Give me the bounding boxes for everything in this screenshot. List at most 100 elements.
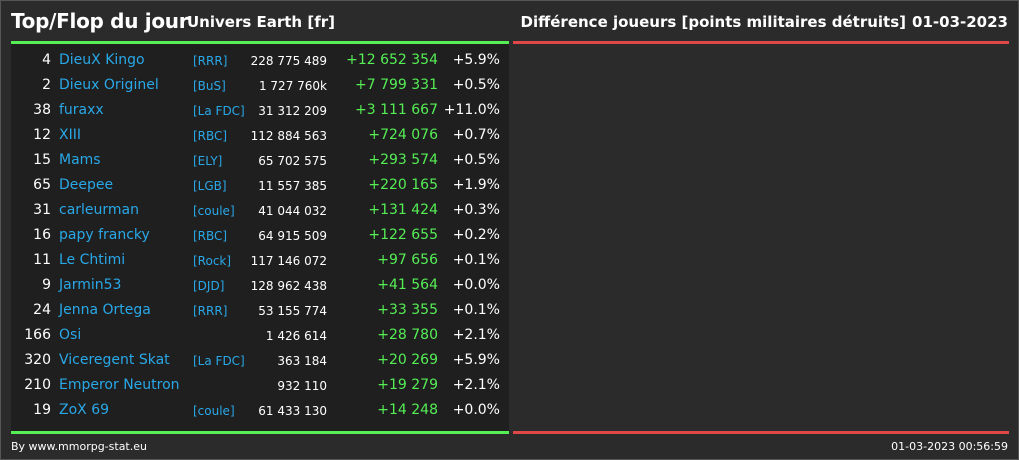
- header: Top/Flop du jour Univers Earth [fr] Diff…: [1, 1, 1018, 41]
- player-diff-percent: +0.2%: [452, 227, 500, 243]
- player-name-link[interactable]: Mams: [59, 152, 101, 168]
- player-rank: 210: [24, 377, 51, 393]
- player-alliance-link[interactable]: [La FDC]: [193, 354, 245, 368]
- player-row: 12 XIII [RBC] 112 884 563 +724 076 +0.7%: [11, 123, 509, 148]
- player-rank: 12: [33, 127, 51, 143]
- player-row: 24 Jenna Ortega [RRR] 53 155 774 +33 355 +0.1…: [11, 298, 509, 323]
- flop-divider: [513, 41, 1009, 44]
- top-divider: [11, 41, 509, 44]
- player-alliance-link[interactable]: [LGB]: [193, 179, 227, 193]
- player-points: 64 915 509: [258, 229, 327, 243]
- player-diff-percent: +0.1%: [452, 302, 500, 318]
- player-diff: +7 799 331: [355, 77, 438, 93]
- player-diff-percent: +0.1%: [452, 252, 500, 268]
- player-row: 210 Emperor Neutron 932 110 +19 279 +2.1%: [11, 373, 509, 398]
- player-diff: +724 076: [368, 127, 438, 143]
- player-rank: 38: [33, 102, 51, 118]
- date-label: 01-03-2023: [912, 13, 1008, 31]
- player-alliance-link[interactable]: [BuS]: [193, 79, 226, 93]
- player-name-link[interactable]: Le Chtimi: [59, 252, 126, 268]
- player-name-link[interactable]: Deepee: [59, 177, 114, 193]
- player-name-link[interactable]: DieuX Kingo: [59, 52, 145, 68]
- player-diff-percent: +0.5%: [452, 77, 500, 93]
- universe-label: Univers Earth [fr]: [187, 13, 335, 31]
- player-alliance-link[interactable]: [La FDC]: [193, 104, 245, 118]
- player-rank: 11: [33, 252, 51, 268]
- player-name-link[interactable]: Viceregent Skat: [59, 352, 170, 368]
- top-bottom-divider: [11, 431, 509, 434]
- player-diff: +293 574: [368, 152, 438, 168]
- player-name-link[interactable]: ZoX 69: [59, 402, 110, 418]
- player-row: 166 Osi 1 426 614 +28 780 +2.1%: [11, 323, 509, 348]
- player-alliance-link[interactable]: [ELY]: [193, 154, 223, 168]
- player-row: 2 Dieux Originel [BuS] 1 727 760k +7 799 331…: [11, 73, 509, 98]
- player-rank: 166: [24, 327, 51, 343]
- player-name-link[interactable]: Emperor Neutron: [59, 377, 180, 393]
- player-points: 61 433 130: [258, 404, 327, 418]
- player-name-link[interactable]: XIII: [59, 127, 81, 143]
- player-points: 117 146 072: [250, 254, 327, 268]
- player-diff-percent: +2.1%: [452, 377, 500, 393]
- player-row: 19 ZoX 69 [coule] 61 433 130 +14 248 +0.0%: [11, 398, 509, 423]
- player-rank: 65: [33, 177, 51, 193]
- player-rank: 31: [33, 202, 51, 218]
- player-alliance-link[interactable]: [coule]: [193, 404, 235, 418]
- player-alliance-link[interactable]: [Rock]: [193, 254, 232, 268]
- player-points: 41 044 032: [258, 204, 327, 218]
- player-points: 65 702 575: [258, 154, 327, 168]
- player-alliance-link[interactable]: [RBC]: [193, 229, 228, 243]
- player-diff: +28 780: [377, 327, 438, 343]
- player-name-link[interactable]: furaxx: [59, 102, 104, 118]
- player-rank: 15: [33, 152, 51, 168]
- player-diff: +131 424: [368, 202, 438, 218]
- player-diff-percent: +0.7%: [452, 127, 500, 143]
- player-rank: 4: [42, 52, 51, 68]
- player-rank: 24: [33, 302, 51, 318]
- player-diff-percent: +11.0%: [443, 102, 500, 118]
- player-name-link[interactable]: Osi: [59, 327, 82, 343]
- player-diff-percent: +5.9%: [452, 52, 500, 68]
- player-points: 112 884 563: [250, 129, 327, 143]
- player-points: 31 312 209: [258, 104, 327, 118]
- player-diff: +41 564: [377, 277, 438, 293]
- player-diff: +220 165: [368, 177, 438, 193]
- player-row: 38 furaxx [La FDC] 31 312 209 +3 111 667 +11.…: [11, 98, 509, 123]
- player-rank: 320: [24, 352, 51, 368]
- player-points: 1 727 760k: [258, 79, 327, 93]
- player-diff-percent: +1.9%: [452, 177, 500, 193]
- flop-players-list: [513, 44, 1009, 431]
- top-players-list: 4 DieuX Kingo [RRR] 228 775 489 +12 652 354 +…: [11, 44, 509, 431]
- player-row: 15 Mams [ELY] 65 702 575 +293 574 +0.5%: [11, 148, 509, 173]
- player-alliance-link[interactable]: [RBC]: [193, 129, 228, 143]
- player-name-link[interactable]: carleurman: [59, 202, 140, 218]
- player-name-link[interactable]: Jarmin53: [59, 277, 122, 293]
- player-alliance-link[interactable]: [coule]: [193, 204, 235, 218]
- player-row: 65 Deepee [LGB] 11 557 385 +220 165 +1.9%: [11, 173, 509, 198]
- player-row: 16 papy francky [RBC] 64 915 509 +122 655 +0.…: [11, 223, 509, 248]
- player-rank: 2: [42, 77, 51, 93]
- player-diff-percent: +0.0%: [452, 402, 500, 418]
- player-name-link[interactable]: Dieux Originel: [59, 77, 159, 93]
- player-alliance-link[interactable]: [RRR]: [193, 304, 228, 318]
- player-diff: +19 279: [377, 377, 438, 393]
- player-alliance-link[interactable]: [RRR]: [193, 54, 228, 68]
- player-diff: +20 269: [377, 352, 438, 368]
- player-rank: 9: [42, 277, 51, 293]
- player-row: 320 Viceregent Skat [La FDC] 363 184 +20 269…: [11, 348, 509, 373]
- player-points: 11 557 385: [258, 179, 327, 193]
- site-credit-link[interactable]: By www.mmorpg-stat.eu: [11, 440, 147, 453]
- player-name-link[interactable]: Jenna Ortega: [59, 302, 151, 318]
- metric-label: Différence joueurs [points militaires dé…: [520, 13, 906, 31]
- player-row: 9 Jarmin53 [DJD] 128 962 438 +41 564 +0.0%: [11, 273, 509, 298]
- player-points: 228 775 489: [250, 54, 327, 68]
- player-diff: +33 355: [377, 302, 438, 318]
- player-row: 4 DieuX Kingo [RRR] 228 775 489 +12 652 354 +…: [11, 48, 509, 73]
- player-points: 363 184: [277, 354, 327, 368]
- player-points: 128 962 438: [250, 279, 327, 293]
- player-name-link[interactable]: papy francky: [59, 227, 150, 243]
- player-diff: +12 652 354: [346, 52, 438, 68]
- player-alliance-link[interactable]: [DJD]: [193, 279, 225, 293]
- player-points: 1 426 614: [265, 329, 327, 343]
- player-diff-percent: +0.3%: [452, 202, 500, 218]
